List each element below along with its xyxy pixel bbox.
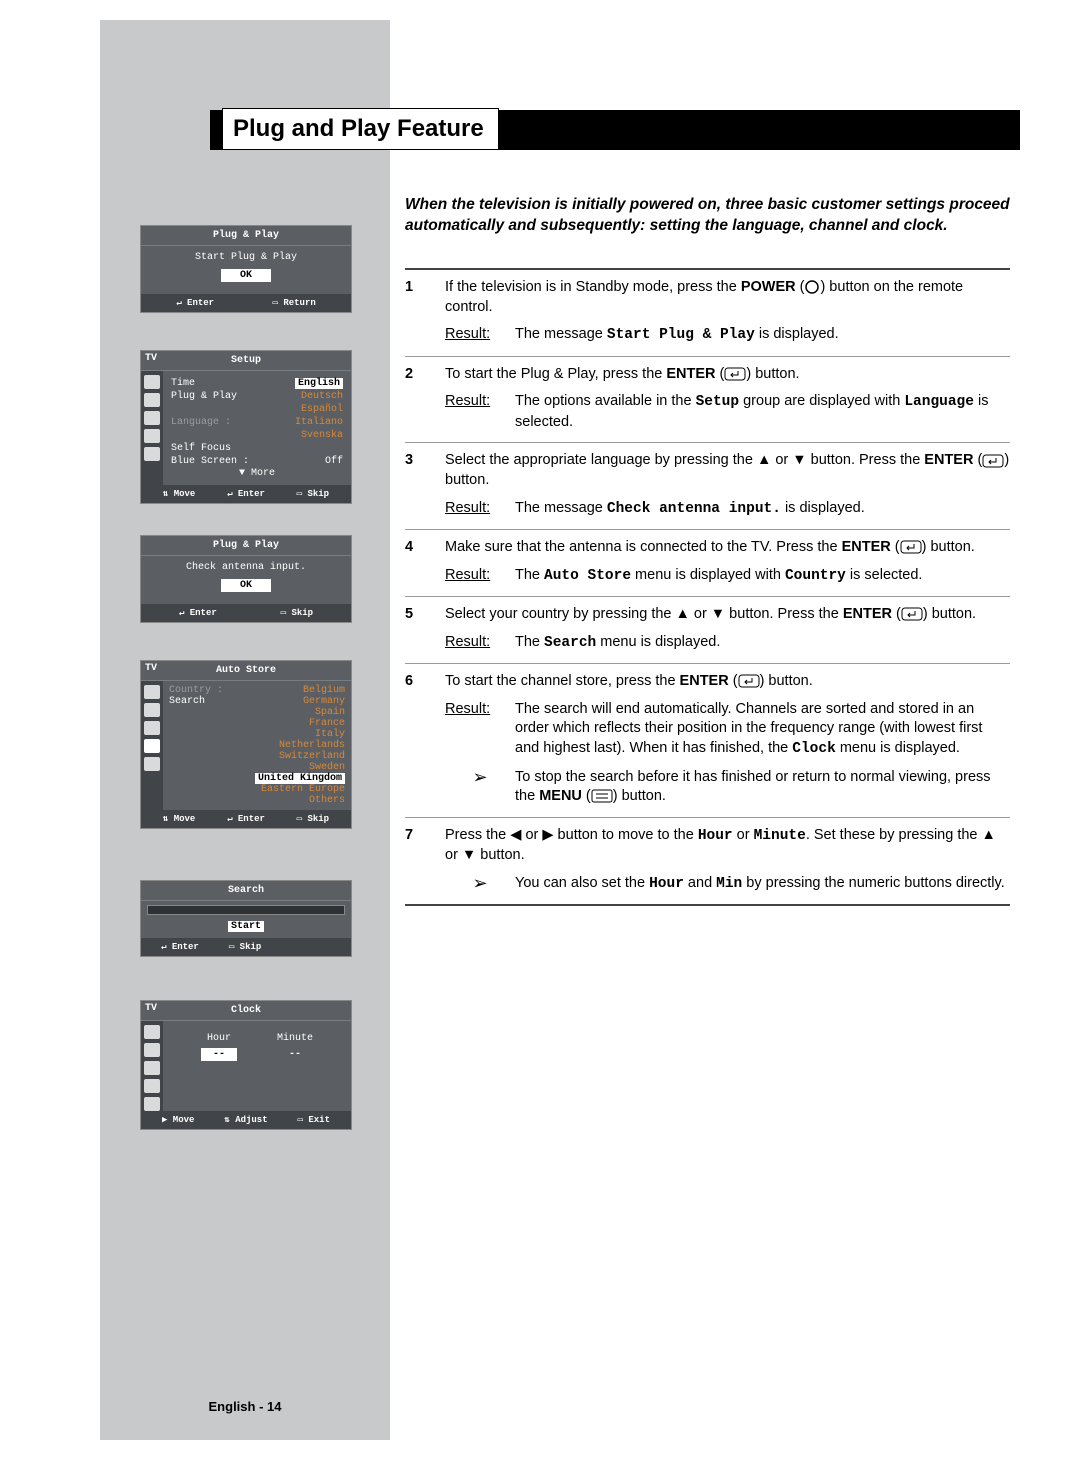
adjust-icon: ⇅ Adjust <box>224 1115 267 1125</box>
osd2-icons <box>141 371 163 485</box>
osd6-min-val: -- <box>277 1048 313 1061</box>
osd2-tv: TV <box>145 353 157 364</box>
osd4-title: Auto Store <box>141 661 351 681</box>
exit-icon: ▭ Exit <box>298 1115 330 1125</box>
step-7: 7Press the ◀ or ▶ button to move to the … <box>405 817 1010 905</box>
osd6-icons <box>141 1021 163 1111</box>
osd1-title: Plug & Play <box>141 226 351 246</box>
osd4-left: Country :Search <box>169 685 255 806</box>
skip-icon: ▭ Skip <box>297 814 329 824</box>
enter-icon: ↵ Enter <box>227 489 265 499</box>
osd2-rows: TimeEnglishPlug & PlayDeutschEspañolLang… <box>163 371 351 485</box>
skip-icon: ▭ Skip <box>281 608 313 618</box>
step-6: 6To start the channel store, press the E… <box>405 663 1010 816</box>
step-2: 2To start the Plug & Play, press the ENT… <box>405 356 1010 443</box>
steps-list: 1If the television is in Standby mode, p… <box>405 268 1010 906</box>
osd5-progress <box>147 905 345 915</box>
page-footer: English - 14 <box>100 1399 390 1414</box>
osd6-tv: TV <box>145 1003 157 1014</box>
osd4-tv: TV <box>145 663 157 674</box>
intro-text: When the television is initially powered… <box>405 195 1010 237</box>
osd4-right: BelgiumGermanySpainFranceItalyNetherland… <box>255 685 345 806</box>
osd3-line: Check antenna input. <box>149 562 343 573</box>
osd1-line: Start Plug & Play <box>149 252 343 263</box>
move-icon: ▶ Move <box>162 1115 194 1125</box>
osd3-title: Plug & Play <box>141 536 351 556</box>
osd4-icons <box>141 681 163 810</box>
step-1: 1If the television is in Standby mode, p… <box>405 268 1010 356</box>
osd-auto-store: TV Auto Store Country :Search BelgiumGer… <box>140 660 352 829</box>
enter-icon: ↵ Enter <box>161 942 199 952</box>
osd1-ok: OK <box>221 269 271 282</box>
enter-icon: ↵ Enter <box>176 298 214 308</box>
osd2-title: Setup <box>141 351 351 371</box>
osd6-title: Clock <box>141 1001 351 1021</box>
osd3-ok: OK <box>221 579 271 592</box>
osd-setup: TV Setup TimeEnglishPlug & PlayDeutschEs… <box>140 350 352 504</box>
osd-clock: TV Clock Hour -- Minute -- <box>140 1000 352 1130</box>
step-3: 3Select the appropriate language by pres… <box>405 442 1010 529</box>
page-title: Plug and Play Feature <box>222 108 499 150</box>
osd6-min-label: Minute <box>277 1033 313 1044</box>
osd5-start: Start <box>228 921 264 932</box>
skip-icon: ▭ Skip <box>297 489 329 499</box>
enter-icon: ↵ Enter <box>227 814 265 824</box>
osd-check-antenna: Plug & Play Check antenna input. OK ↵ En… <box>140 535 352 623</box>
osd-search: Search Start ↵ Enter ▭ Skip <box>140 880 352 957</box>
osd5-title: Search <box>141 881 351 901</box>
step-4: 4Make sure that the antenna is connected… <box>405 529 1010 596</box>
osd6-hour-label: Hour <box>201 1033 237 1044</box>
move-icon: ⇅ Move <box>163 814 195 824</box>
osd-plug-play-start: Plug & Play Start Plug & Play OK ↵ Enter… <box>140 225 352 313</box>
osd6-hour-val: -- <box>201 1048 237 1061</box>
enter-icon: ↵ Enter <box>179 608 217 618</box>
step-5: 5Select your country by pressing the ▲ o… <box>405 596 1010 663</box>
skip-icon: ▭ Skip <box>229 942 261 952</box>
move-icon: ⇅ Move <box>163 489 195 499</box>
return-icon: ▭ Return <box>273 298 316 308</box>
